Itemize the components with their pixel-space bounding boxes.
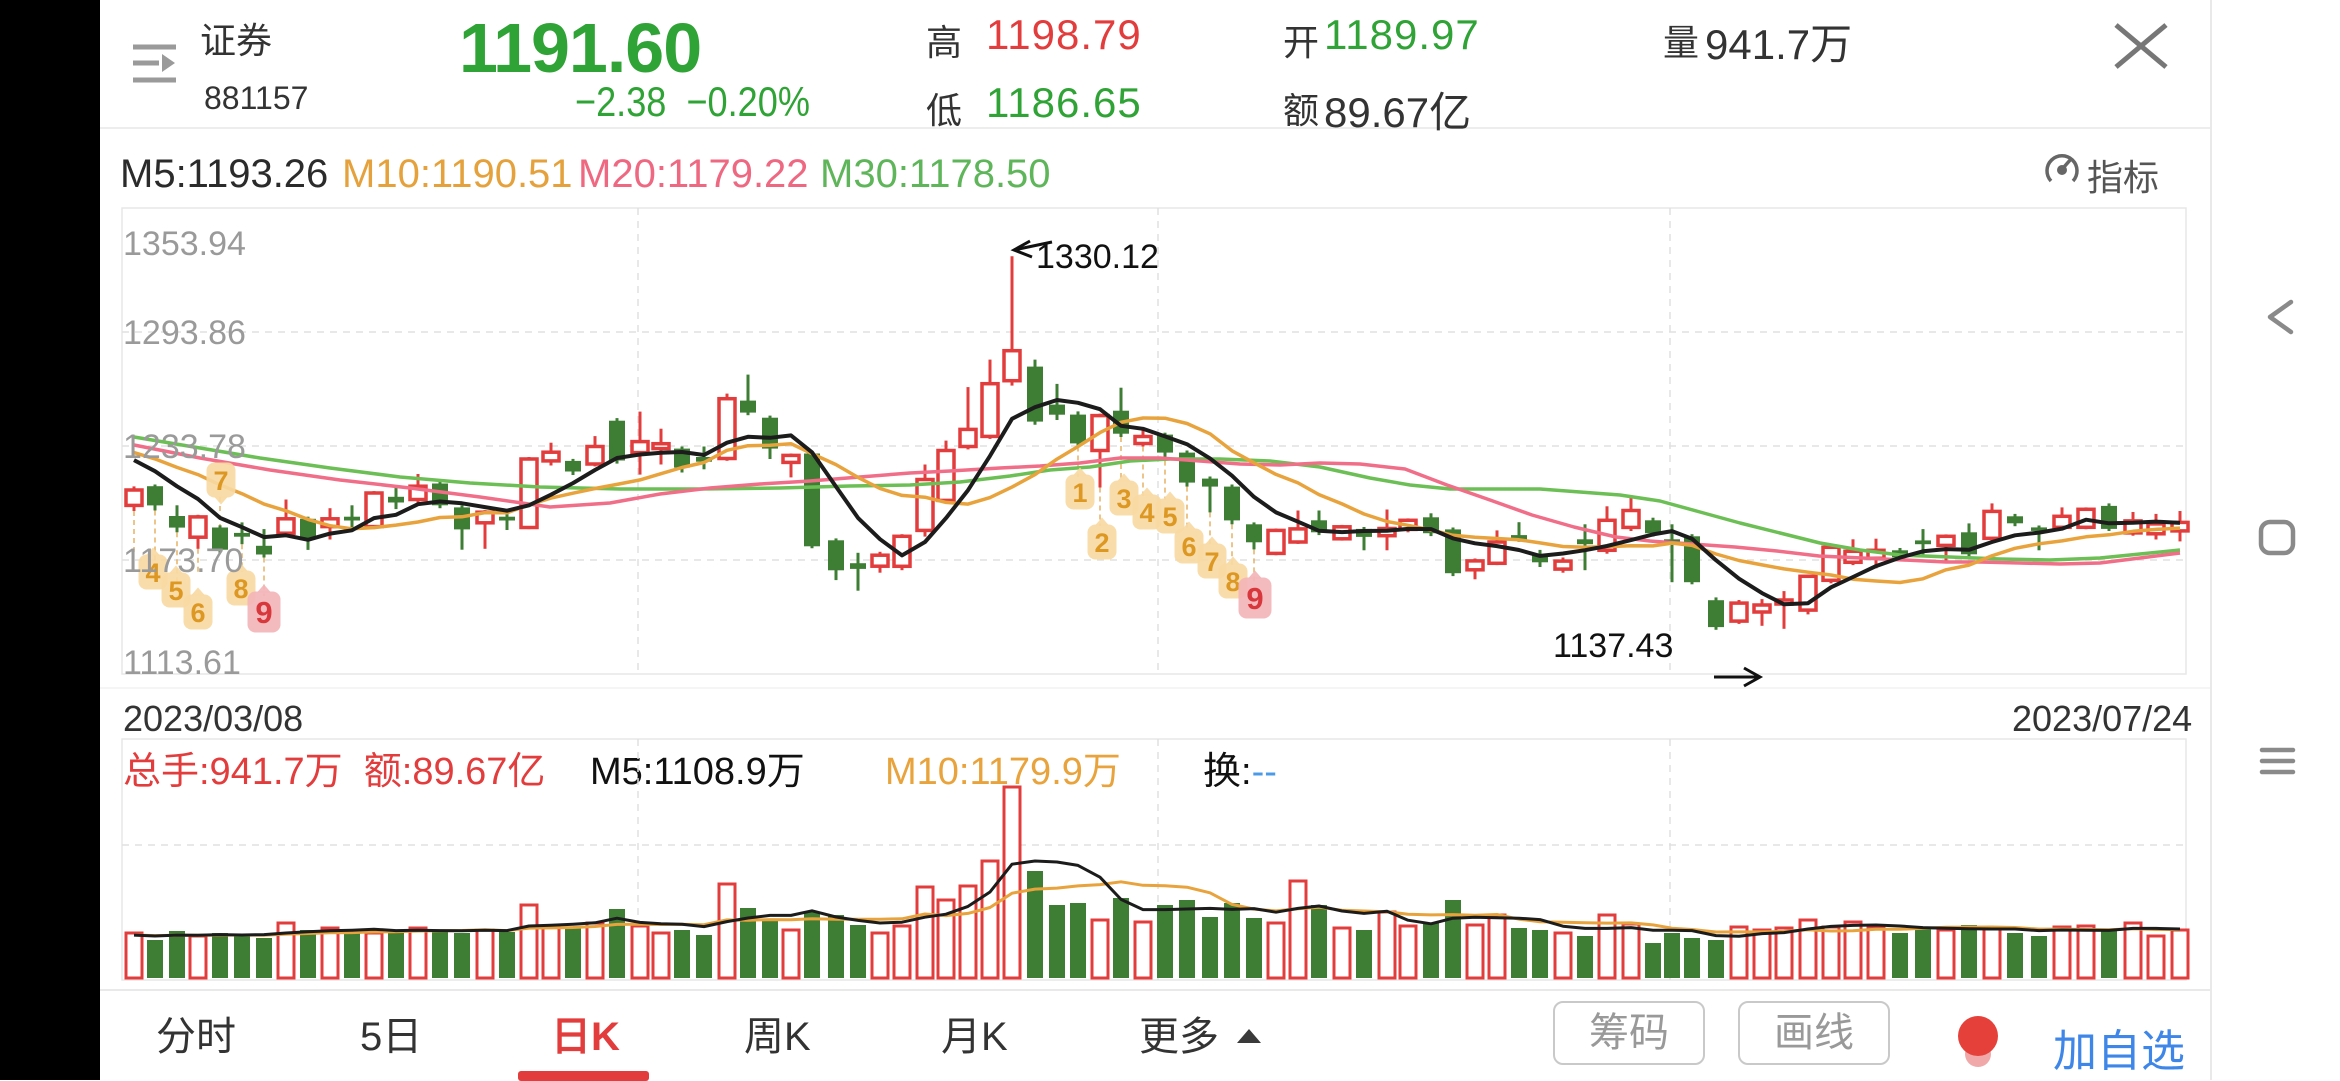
svg-text:5: 5: [1162, 502, 1177, 532]
svg-text:6: 6: [1181, 532, 1196, 562]
svg-text:7: 7: [1204, 547, 1219, 577]
svg-text:3: 3: [1116, 484, 1131, 514]
svg-text:8: 8: [1225, 567, 1240, 597]
svg-text:1113.61: 1113.61: [123, 644, 241, 682]
svg-text:7: 7: [213, 466, 228, 496]
svg-text:9: 9: [255, 595, 272, 630]
svg-text:1173.70: 1173.70: [123, 542, 243, 580]
svg-text:2: 2: [1094, 528, 1109, 558]
svg-text:1233.78: 1233.78: [123, 428, 246, 466]
svg-text:6: 6: [190, 598, 205, 628]
svg-text:4: 4: [145, 558, 160, 588]
svg-text:5: 5: [168, 576, 183, 606]
svg-text:1330.12: 1330.12: [1036, 238, 1159, 276]
svg-text:9: 9: [1246, 581, 1263, 616]
svg-text:8: 8: [233, 574, 248, 604]
svg-text:1293.86: 1293.86: [123, 314, 246, 352]
svg-text:1353.94: 1353.94: [123, 225, 246, 263]
svg-text:1: 1: [1072, 478, 1087, 508]
svg-text:4: 4: [1139, 498, 1154, 528]
svg-text:1137.43: 1137.43: [1553, 627, 1673, 665]
